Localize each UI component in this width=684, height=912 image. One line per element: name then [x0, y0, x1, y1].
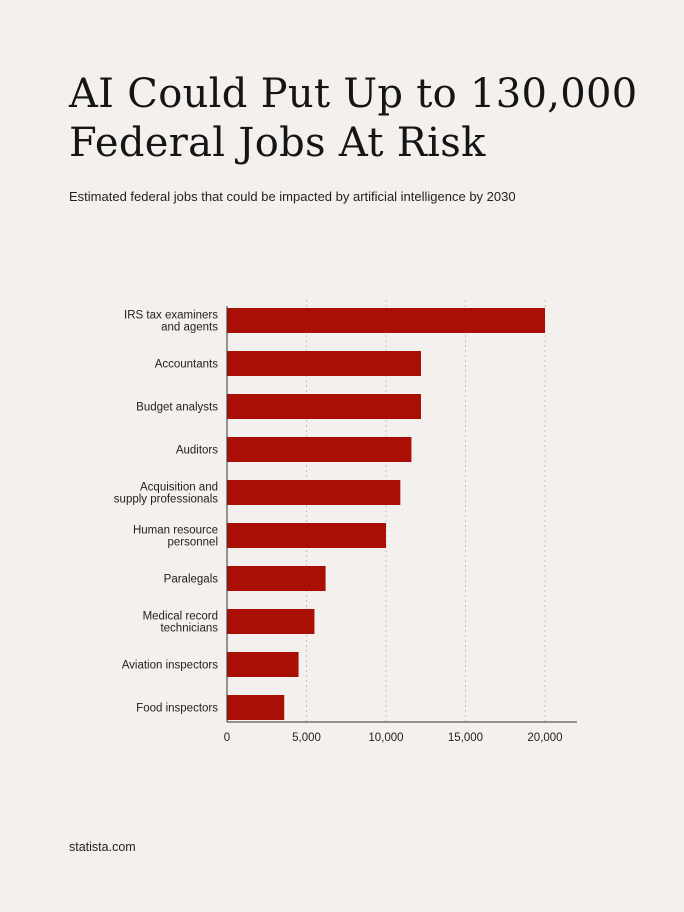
- x-tick-label: 10,000: [368, 732, 403, 744]
- category-label: Paralegals: [164, 574, 219, 586]
- bar: [227, 609, 315, 634]
- category-label: Budget analysts: [136, 402, 218, 414]
- bar: [227, 394, 421, 419]
- category-label: Acquisition and supply professionals: [114, 482, 218, 506]
- category-label: Auditors: [176, 445, 218, 457]
- category-label: Accountants: [155, 359, 219, 371]
- bar: [227, 523, 386, 548]
- chart-subtitle: Estimated federal jobs that could be imp…: [69, 189, 516, 204]
- category-label: Food inspectors: [136, 703, 218, 715]
- category-label: Human resource personnel: [133, 525, 218, 549]
- category-label: Aviation inspectors: [122, 660, 219, 672]
- chart-title: AI Could Put Up to 130,000 Federal Jobs …: [69, 71, 638, 166]
- x-tick-label: 15,000: [448, 732, 483, 744]
- source-label: statista.com: [69, 840, 136, 854]
- bar: [227, 351, 421, 376]
- bar: [227, 437, 412, 462]
- category-label: IRS tax examiners and agents: [124, 310, 218, 334]
- category-label: Medical record technicians: [143, 611, 219, 635]
- bar: [227, 695, 285, 720]
- x-tick-label: 20,000: [527, 732, 562, 744]
- bar: [227, 652, 299, 677]
- bar-chart: IRS tax examiners and agents Accountants Bu…: [114, 300, 577, 744]
- bar: [227, 480, 401, 505]
- x-tick-label: 0: [224, 732, 230, 744]
- x-tick-label: 5,000: [292, 732, 321, 744]
- bar: [227, 308, 545, 333]
- bar: [227, 566, 326, 591]
